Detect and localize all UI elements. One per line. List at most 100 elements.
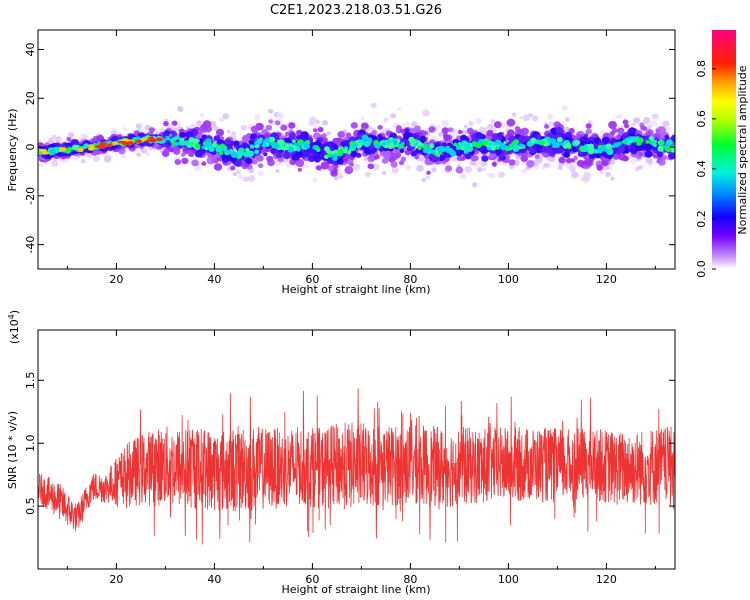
spectrogram-core-blob <box>481 140 488 146</box>
colorbar-label: Normalized spectral amplitude <box>736 65 749 234</box>
spectrogram-halo-blob <box>235 169 241 175</box>
spectrogram-y-tick-label: 20 <box>24 91 37 105</box>
spectrogram-halo-blob <box>122 127 127 131</box>
spectrogram-purple-blob <box>618 153 626 161</box>
spectrogram-halo-blob <box>501 122 508 129</box>
spectrogram-purple-blob <box>312 128 318 133</box>
spectrogram-core-blob <box>417 146 422 151</box>
spectrogram-blue-blob <box>245 158 253 165</box>
spectrogram-halo-blob <box>564 117 570 122</box>
spectrogram-halo-blob <box>422 109 430 117</box>
spectrogram-core-blob <box>518 143 524 148</box>
spectrogram-purple-blob <box>382 152 389 158</box>
spectrogram-halo-blob <box>651 113 658 120</box>
spectrogram-blue-blob <box>610 138 617 144</box>
spectrogram-core-blob <box>549 138 557 144</box>
spectrogram-purple-blob <box>345 132 352 138</box>
spectrogram-purple-blob <box>456 155 463 161</box>
spectrogram-purple-blob <box>441 127 449 134</box>
spectrogram-blue-blob <box>617 145 626 153</box>
spectrogram-halo-blob <box>80 159 86 164</box>
spectrogram-peak-blob <box>41 151 50 155</box>
spectrogram-core-blob <box>503 141 507 145</box>
spectrogram-core-blob <box>463 149 468 154</box>
spectrogram-halo-blob <box>431 167 437 173</box>
spectrogram-x-tick-label: 60 <box>305 273 319 286</box>
spectrogram-core-blob <box>184 140 189 144</box>
spectrogram-core-blob <box>64 147 72 154</box>
spectrogram-halo-blob <box>312 177 318 183</box>
spectrogram-halo-blob <box>213 126 219 131</box>
spectrogram-halo-blob <box>51 134 57 139</box>
spectrogram-core-blob <box>422 148 429 154</box>
spectrogram-purple-blob <box>267 159 275 167</box>
spectrogram-blue-blob <box>595 152 602 159</box>
spectrogram-halo-blob <box>650 120 657 127</box>
spectrogram-blue-blob <box>529 148 536 154</box>
spectrogram-halo-blob <box>68 132 75 138</box>
colorbar-tick-label: 0.2 <box>695 210 708 228</box>
spectrogram-peak-blob <box>38 149 48 152</box>
spectrogram-core-blob <box>626 140 631 146</box>
spectrogram-halo-blob <box>617 113 623 119</box>
snr-x-tick-label: 120 <box>596 573 617 586</box>
spectrogram-blue-blob <box>413 150 419 155</box>
spectrogram-blue-blob <box>642 143 652 152</box>
spectrogram-purple-blob <box>215 128 225 137</box>
spectrogram-halo-blob <box>459 173 467 180</box>
spectrogram-halo-blob <box>365 171 372 178</box>
spectrogram-halo-blob <box>468 121 474 127</box>
spectrogram-blue-blob <box>289 132 296 138</box>
spectrogram-core-blob <box>195 143 201 149</box>
spectrogram-core-blob <box>326 149 332 154</box>
spectrogram-x-tick-label: 80 <box>403 273 417 286</box>
spectrogram-halo-blob <box>103 155 112 163</box>
spectrogram-purple-blob <box>443 134 450 141</box>
spectrogram-purple-blob <box>250 125 259 133</box>
snr-frame <box>37 329 676 570</box>
spectrogram-purple-blob <box>274 120 281 126</box>
spectrogram-core-blob <box>188 137 195 143</box>
spectrogram-blue-blob <box>233 140 240 147</box>
spectrogram-core-blob <box>353 143 358 148</box>
spectrogram-blue-blob <box>635 144 644 152</box>
spectrogram-core-blob <box>438 151 443 155</box>
spectrogram-purple-blob <box>330 170 338 177</box>
spectrogram-halo-blob <box>437 124 442 129</box>
spectrogram-purple-blob <box>576 159 585 167</box>
spectrogram-x-tick-label: 20 <box>109 273 123 286</box>
spectrogram-purple-blob <box>96 150 102 155</box>
spectrogram-core-blob <box>249 144 255 149</box>
spectrogram-blue-blob <box>342 140 351 149</box>
snr-y-label: SNR (10 * v/v) <box>6 411 19 489</box>
spectrogram-blue-blob <box>563 151 571 158</box>
spectrogram-core-blob <box>332 155 338 161</box>
spectrogram-halo-blob <box>145 152 151 157</box>
spectrogram-core-blob <box>219 143 225 149</box>
spectrogram-halo-blob <box>411 121 418 127</box>
spectrogram-purple-blob <box>414 125 421 132</box>
spectrogram-core-blob <box>74 146 79 150</box>
spectrogram-halo-blob <box>303 163 310 169</box>
spectrogram-purple-blob <box>622 119 629 125</box>
spectrogram-purple-blob <box>400 156 406 162</box>
spectrogram-purple-blob <box>585 128 592 135</box>
spectrogram-core-blob <box>254 144 259 149</box>
spectrogram-halo-blob <box>614 115 619 118</box>
spectrogram-x-tick-label: 120 <box>596 273 617 286</box>
spectrogram-purple-blob <box>488 153 495 159</box>
spectrogram-purple-blob <box>596 164 603 171</box>
spectrogram-halo-blob <box>390 113 397 119</box>
spectrogram-halo-blob <box>50 160 59 167</box>
spectrogram-halo-blob <box>561 105 569 112</box>
spectrogram-core-blob <box>169 139 174 143</box>
spectrogram-core-blob <box>193 138 198 143</box>
snr-x-tick-label: 20 <box>109 573 123 586</box>
spectrogram-core-blob <box>665 142 670 147</box>
spectrogram-blue-blob <box>179 131 186 138</box>
spectrogram-purple-blob <box>320 161 330 170</box>
spectrogram-frame <box>37 29 676 270</box>
spectrogram-halo-blob <box>275 169 280 173</box>
spectrogram-purple-blob <box>646 130 652 136</box>
snr-multiplier-base: (x10 <box>8 319 21 344</box>
